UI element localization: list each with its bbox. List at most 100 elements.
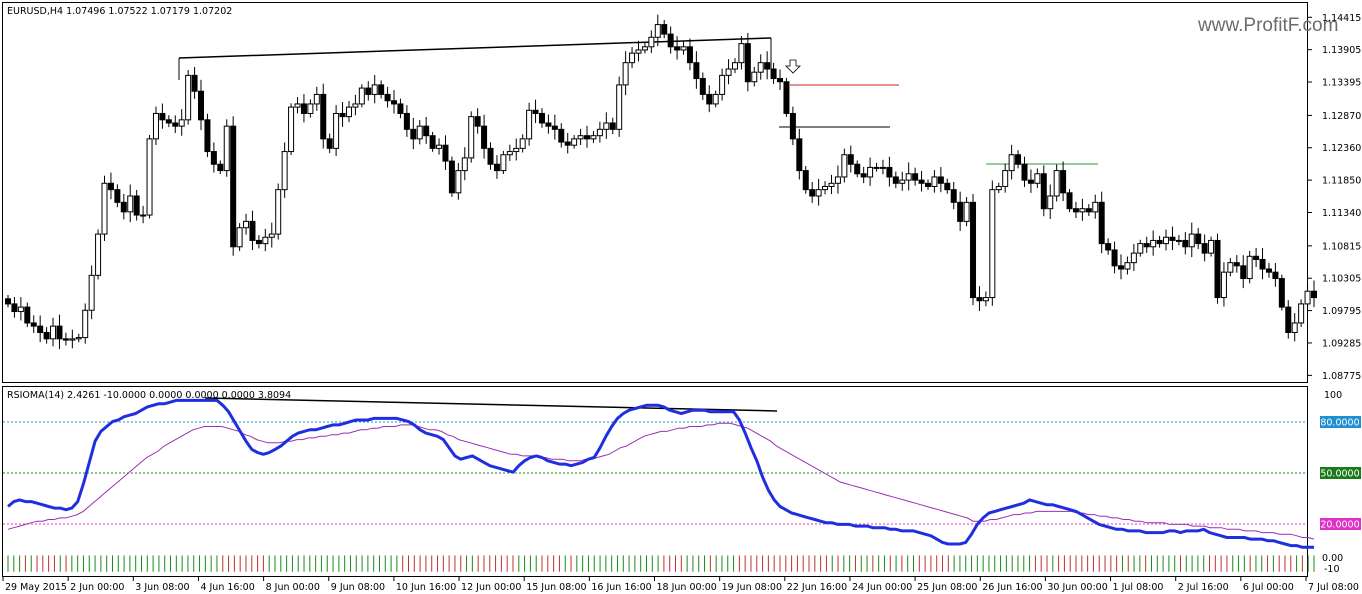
candle-body	[1027, 179, 1034, 184]
candle-body	[69, 338, 76, 341]
candle-body	[693, 62, 700, 80]
candle-body	[970, 201, 977, 299]
candle-body	[764, 62, 771, 70]
indicator-tick-minus10: -10	[1324, 564, 1340, 575]
candle-body	[172, 122, 179, 127]
histogram-group	[7, 555, 1315, 572]
sell-arrow-icon	[785, 59, 801, 74]
candle-body	[905, 173, 912, 181]
candle-body	[159, 112, 166, 121]
candle-body	[288, 106, 295, 153]
candle-body	[950, 189, 957, 203]
candle-body	[1085, 208, 1092, 213]
candle-body	[513, 147, 520, 153]
candle-body	[1265, 268, 1272, 273]
candle-body	[198, 90, 205, 121]
time-tick-label: 16 Jun 16:00	[591, 582, 651, 593]
candle-body	[789, 112, 796, 140]
candle-body	[1208, 239, 1215, 254]
candle-body	[680, 46, 687, 51]
candle-body	[107, 182, 114, 191]
candle-body	[545, 122, 552, 127]
indicator-header: RSIOMA(14) 2.4261 -10.0000 0.0000 0.0000…	[7, 390, 291, 401]
candle-body	[899, 179, 906, 184]
price-tick-label: 1.11340	[1322, 208, 1361, 219]
candle-body	[841, 154, 848, 178]
candle-body	[616, 84, 623, 130]
indicator-lines	[7, 398, 1315, 549]
candle-body	[1066, 192, 1073, 210]
candle-body	[191, 74, 198, 92]
candle-body	[1117, 265, 1124, 270]
candle-body	[1220, 271, 1227, 299]
price-tick-label: 1.13905	[1322, 45, 1361, 56]
candle-body	[493, 163, 500, 172]
price-tick-label: 1.11850	[1322, 176, 1361, 187]
time-tick-label: 19 Jun 08:00	[722, 582, 782, 593]
candle-body	[532, 109, 539, 114]
candle-body	[352, 103, 359, 108]
candle-body	[538, 112, 545, 124]
candle-body	[989, 189, 996, 299]
candle-body	[236, 227, 243, 248]
candle-body	[474, 116, 481, 127]
candle-body	[165, 119, 172, 124]
time-tick-label: 18 Jun 00:00	[657, 582, 717, 593]
candle-body	[1163, 236, 1170, 245]
candle-body	[313, 93, 320, 105]
time-tick-label: 1 Jul 08:00	[1113, 582, 1164, 593]
candle-body	[255, 239, 262, 245]
candle-body	[770, 68, 777, 80]
candle-body	[1047, 195, 1054, 210]
indicator-tick-0: 0.00	[1322, 553, 1343, 564]
candles-group	[5, 14, 1317, 350]
candle-body	[590, 135, 597, 140]
candle-body	[1272, 271, 1279, 280]
candle-body	[1072, 208, 1079, 213]
time-tick-label: 10 Jun 16:00	[396, 582, 456, 593]
candle-body	[391, 100, 398, 105]
candle-body	[654, 24, 661, 38]
candle-body	[358, 87, 365, 105]
candle-body	[577, 135, 584, 140]
candle-body	[686, 46, 693, 64]
candle-body	[937, 176, 944, 184]
candle-body	[410, 128, 417, 140]
candle-body	[1175, 239, 1182, 242]
candle-body	[249, 220, 256, 241]
candle-body	[268, 233, 275, 238]
candle-body	[333, 112, 340, 149]
candle-body	[777, 78, 784, 83]
candle-body	[1253, 255, 1260, 260]
candle-body	[120, 201, 127, 213]
candle-body	[822, 185, 829, 191]
candle-body	[88, 274, 95, 311]
time-tick-label: 3 Jun 08:00	[135, 582, 189, 593]
time-tick-label: 29 May 2015	[5, 582, 67, 593]
candle-body	[82, 309, 89, 339]
candle-body	[1034, 173, 1041, 184]
candle-body	[1015, 154, 1022, 165]
candle-body	[339, 112, 346, 118]
candle-body	[500, 154, 507, 172]
price-axis: 1.08775 1.09285 1.09795 1.10305 1.10815 1.113…	[1307, 13, 1361, 382]
candle-body	[931, 176, 938, 187]
candle-body	[976, 297, 983, 302]
candle-body	[635, 49, 642, 54]
candle-body	[551, 125, 558, 130]
candle-body	[867, 166, 874, 178]
candle-body	[62, 338, 69, 341]
candle-body	[1137, 243, 1144, 254]
candle-body	[944, 182, 951, 191]
candle-body	[50, 325, 57, 340]
candle-body	[275, 189, 282, 235]
price-tick-label: 1.12360	[1322, 143, 1361, 154]
candle-body	[11, 303, 18, 313]
candle-body	[1233, 262, 1240, 267]
candle-body	[886, 166, 893, 178]
candle-body	[365, 87, 372, 95]
candle-body	[210, 151, 217, 165]
price-tick-label: 1.09795	[1322, 306, 1361, 317]
level-80-badge	[1320, 416, 1361, 428]
